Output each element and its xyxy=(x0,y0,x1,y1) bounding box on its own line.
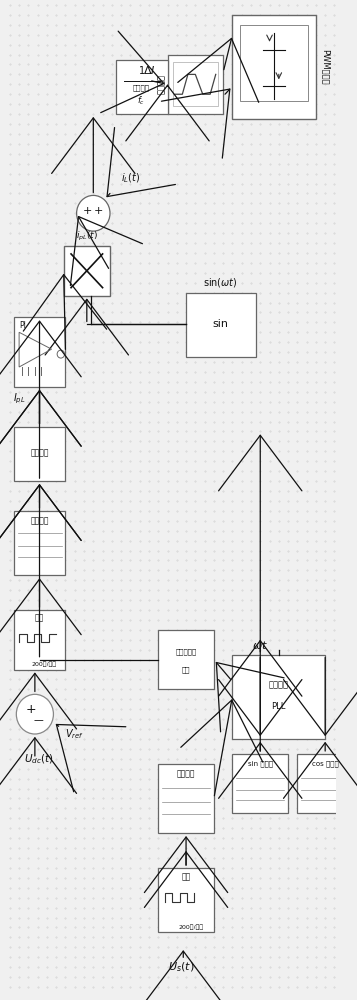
Text: $f_c$: $f_c$ xyxy=(137,95,146,107)
Text: +: + xyxy=(83,206,92,216)
Bar xyxy=(15,610,65,670)
Text: $U_{dc}(t)$: $U_{dc}(t)$ xyxy=(24,752,54,766)
Bar xyxy=(297,754,353,813)
Text: 单相数字: 单相数字 xyxy=(269,680,289,689)
Bar xyxy=(116,60,167,114)
Text: sin: sin xyxy=(212,319,228,329)
Bar xyxy=(232,655,325,739)
Text: $i_{pL}(t)$: $i_{pL}(t)$ xyxy=(76,230,98,243)
Bar xyxy=(173,62,217,106)
Bar xyxy=(232,15,316,119)
Bar xyxy=(167,55,223,114)
Text: $i_L(t)$: $i_L(t)$ xyxy=(121,172,141,185)
Text: 采样: 采样 xyxy=(35,613,44,622)
Text: +: + xyxy=(94,206,104,216)
Bar xyxy=(15,511,65,575)
Text: 200次/周波: 200次/周波 xyxy=(31,662,57,667)
Text: +: + xyxy=(26,703,36,716)
Bar xyxy=(158,764,214,833)
Text: PWM变流器: PWM变流器 xyxy=(321,49,330,84)
Text: $\sin(\omega t)$: $\sin(\omega t)$ xyxy=(203,276,238,289)
Bar xyxy=(158,630,214,689)
Circle shape xyxy=(16,694,54,734)
Text: 周期平均: 周期平均 xyxy=(133,84,150,91)
Text: $\omega t$: $\omega t$ xyxy=(252,639,268,651)
Bar xyxy=(186,293,256,357)
Text: 滞环比较: 滞环比较 xyxy=(157,74,166,94)
Circle shape xyxy=(77,195,110,231)
Bar xyxy=(15,317,65,387)
Bar xyxy=(232,754,288,813)
Circle shape xyxy=(57,350,65,358)
Text: $U_s(t)$: $U_s(t)$ xyxy=(167,960,194,974)
Text: PLL: PLL xyxy=(272,702,286,711)
Text: 队列存储: 队列存储 xyxy=(177,769,195,778)
Text: —: — xyxy=(34,715,44,725)
Text: 队列存储: 队列存储 xyxy=(30,516,49,525)
Text: 采样: 采样 xyxy=(181,872,191,881)
Text: 周期平均: 周期平均 xyxy=(30,449,49,458)
Bar xyxy=(64,246,110,296)
Text: 检测: 检测 xyxy=(182,666,190,673)
Text: $V_{ref}$: $V_{ref}$ xyxy=(65,727,84,741)
Text: 1: 1 xyxy=(139,66,145,76)
Bar xyxy=(15,427,65,481)
Text: PI: PI xyxy=(19,321,26,330)
Text: 周波起始点: 周波起始点 xyxy=(175,648,197,655)
Bar xyxy=(158,868,214,932)
Bar xyxy=(240,25,308,101)
Text: cos 数据池: cos 数据池 xyxy=(312,760,338,767)
Text: sin 数据池: sin 数据池 xyxy=(248,760,273,767)
Text: $I_{pL}$: $I_{pL}$ xyxy=(12,392,25,406)
Text: 200次/周波: 200次/周波 xyxy=(178,925,203,930)
Text: $\Delta I$: $\Delta I$ xyxy=(143,64,155,76)
